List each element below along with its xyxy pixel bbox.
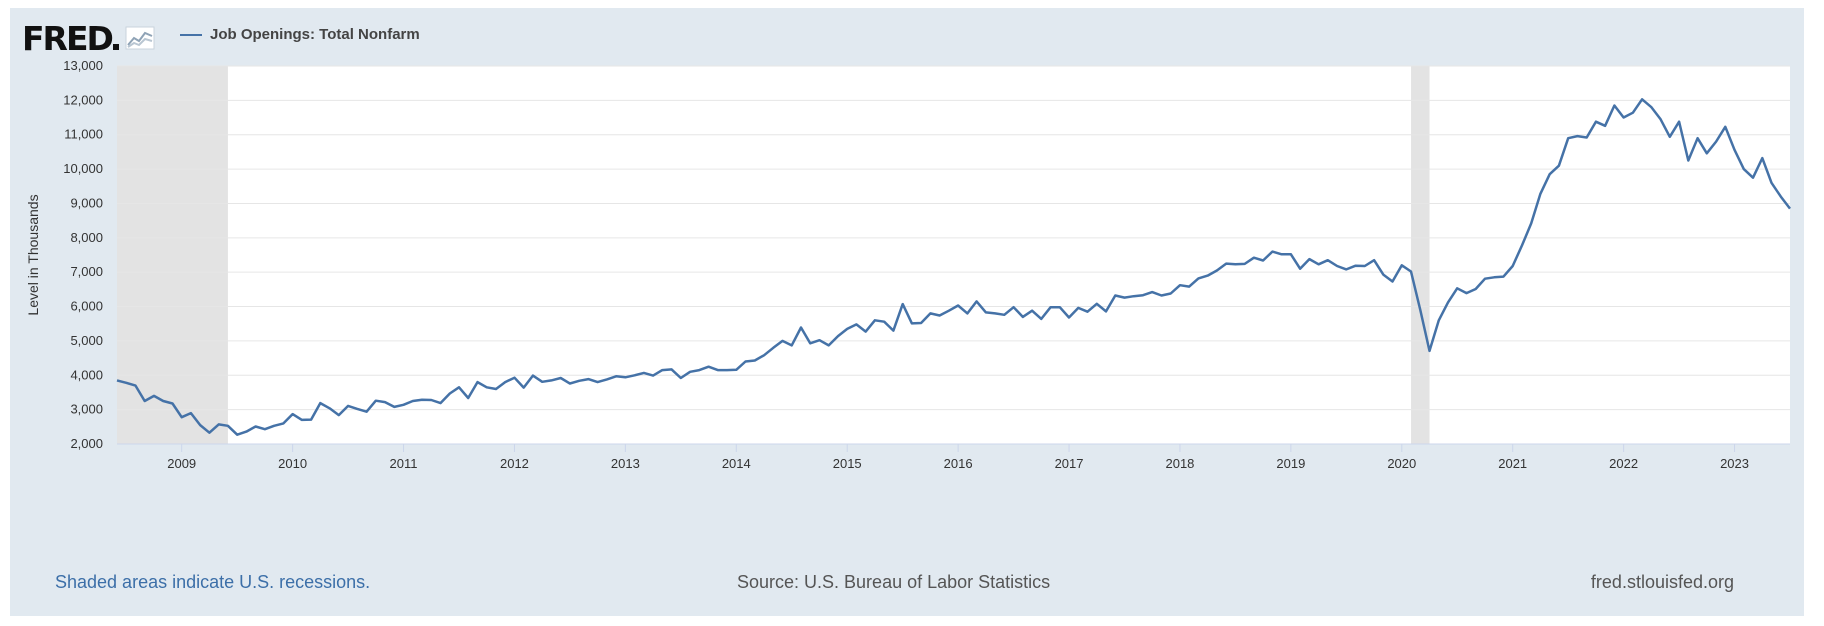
legend: Job Openings: Total Nonfarm <box>180 26 420 43</box>
source-note: Source: U.S. Bureau of Labor Statistics <box>737 572 1051 592</box>
logo-text: FRED <box>22 18 114 58</box>
y-tick-label: 7,000 <box>70 264 103 279</box>
plot-area <box>117 66 1790 444</box>
x-tick-label: 2009 <box>167 456 196 471</box>
y-axis-ticks: 2,000 3,000 4,000 5,000 6,000 7,000 8,000 9,000… <box>63 58 103 451</box>
x-tick-label: 2023 <box>1720 456 1749 471</box>
recession-band-0 <box>117 66 228 444</box>
y-tick-label: 4,000 <box>70 367 103 382</box>
y-tick-label: 12,000 <box>63 92 103 107</box>
x-tick-label: 2022 <box>1609 456 1638 471</box>
chart-frame: FRED Job Openings: Total Nonfarm 2,000 3,… <box>10 8 1804 616</box>
series-line-job-openings <box>116 98 1791 436</box>
x-tick-label: 2021 <box>1498 456 1527 471</box>
x-tick-label: 2020 <box>1387 456 1416 471</box>
y-tick-label: 6,000 <box>70 299 103 314</box>
recession-band-1 <box>1411 66 1430 444</box>
y-tick-label: 9,000 <box>70 195 103 210</box>
x-axis-ticks: 2009 2010 2011 2012 2013 2014 2015 2016 2017 2018… <box>167 444 1749 471</box>
x-tick-label: 2010 <box>278 456 307 471</box>
y-tick-label: 3,000 <box>70 402 103 417</box>
x-tick-label: 2017 <box>1055 456 1084 471</box>
x-tick-label: 2013 <box>611 456 640 471</box>
y-tick-label: 13,000 <box>63 58 103 73</box>
x-tick-label: 2018 <box>1165 456 1194 471</box>
x-tick-label: 2014 <box>722 456 751 471</box>
x-tick-label: 2019 <box>1276 456 1305 471</box>
x-tick-label: 2012 <box>500 456 529 471</box>
y-tick-label: 2,000 <box>70 436 103 451</box>
logo-dot <box>112 44 119 50</box>
x-tick-label: 2011 <box>390 456 418 471</box>
grid-lines <box>117 65 1790 445</box>
y-tick-label: 5,000 <box>70 333 103 348</box>
legend-swatch <box>180 33 202 36</box>
y-tick-label: 11,000 <box>64 127 103 142</box>
x-tick-label: 2016 <box>944 456 973 471</box>
y-tick-label: 8,000 <box>70 230 103 245</box>
fred-logo[interactable]: FRED <box>22 16 155 60</box>
y-axis-label: Level in Thousands <box>25 194 41 315</box>
legend-label: Job Openings: Total Nonfarm <box>210 26 420 43</box>
line-chart: 2,000 3,000 4,000 5,000 6,000 7,000 8,000 9,000… <box>25 58 1791 471</box>
x-tick-label: 2015 <box>833 456 862 471</box>
recession-shading <box>117 66 1430 444</box>
y-tick-label: 10,000 <box>63 161 103 176</box>
site-link[interactable]: fred.stlouisfed.org <box>1590 572 1734 592</box>
chart-graph-icon <box>125 26 155 50</box>
recession-note[interactable]: Shaded areas indicate U.S. recessions. <box>55 572 371 592</box>
